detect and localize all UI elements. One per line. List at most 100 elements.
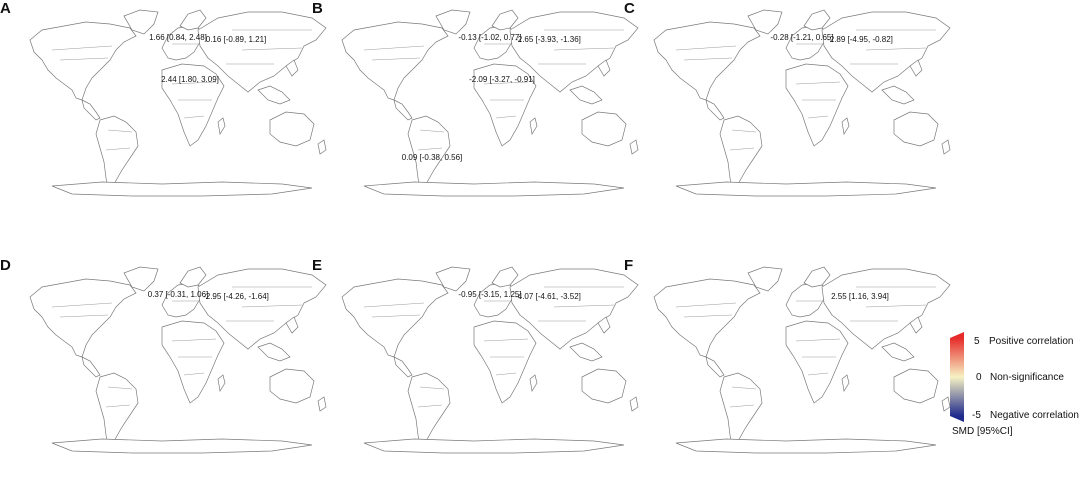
map-panel-e: E -0.95 [-3.15, 1.25] -4.07 [-4.61, -3.52… [312,257,642,467]
panel-letter: A [0,0,11,17]
north-america-shape [29,278,137,358]
europe-shape [785,282,827,318]
antarctica-shape [363,438,625,454]
central-america-shape [393,99,413,121]
country-border [183,372,205,376]
smd-label-asia: 0.16 [-0.89, 1.21] [206,35,267,44]
europe-shape [473,282,515,318]
new-zealand-shape [941,139,951,155]
scandinavia-shape [803,9,831,31]
oceania-shape [581,368,627,404]
africa-shape [785,63,849,147]
europe-shape [161,282,203,318]
country-border [419,129,445,133]
europe-shape [785,25,827,61]
country-border [807,372,829,376]
panel-letter: C [624,0,635,17]
africa-shape [161,63,225,147]
country-border [731,129,757,133]
country-border [371,57,421,61]
oceania-shape [269,111,315,147]
central-america-shape [81,99,101,121]
world-map: 1.66 [0.84, 2.48]0.16 [-0.89, 1.21] 2.44 … [29,9,327,197]
greenland-shape [435,266,471,292]
smd-label-africa: -2.09 [-3.27, -0.91] [469,75,535,84]
map-panel-a: A 1.66 [0.84, 2.48] 0.16 [-0.89, 1.21] 2.4… [0,0,330,210]
north-america-shape [341,278,449,358]
scandinavia-shape [179,9,207,31]
sea-islands-shape [881,316,923,362]
legend-positive-label: Positive correlation [989,336,1074,347]
country-border [59,57,109,61]
country-border [419,386,445,390]
greenland-shape [747,266,783,292]
scandinavia-shape [491,266,519,288]
oceania-shape [581,111,627,147]
oceania-shape [269,368,315,404]
smd-label-south-america: 0.09 [-0.38, 0.56] [402,153,463,162]
panel-letter: D [0,257,11,274]
panel-letter: B [312,0,323,17]
smd-label-europe: -0.13 [-1.02, 0.77] [458,33,521,42]
greenland-shape [123,266,159,292]
north-america-shape [653,21,761,101]
legend-neutral-label: Non-significance [990,372,1064,383]
antarctica-shape [675,438,937,454]
country-border [183,115,205,119]
country-border [795,81,841,85]
smd-label-europe: -0.28 [-1.21, 0.65] [770,33,833,42]
madagascar-shape [529,117,538,135]
country-border [241,304,303,308]
south-america-shape [95,372,139,448]
max-arrow-icon [950,332,964,338]
oceania-shape [893,368,939,404]
country-border [483,338,529,342]
antarctica-shape [51,181,313,197]
scandinavia-shape [179,266,207,288]
scandinavia-shape [803,266,831,288]
madagascar-shape [529,374,538,392]
country-border [51,302,113,308]
smd-label-europe: 0.37 [-0.31, 1.06] [148,290,209,299]
country-border [105,404,131,408]
smd-label-asia: -2.65 [-3.93, -1.36] [515,35,581,44]
world-map: -0.28 [-1.21, 0.65]-2.89 [-4.95, -0.82] [653,9,951,197]
country-border [865,304,927,308]
country-border [495,372,517,376]
north-america-shape [653,278,761,358]
greenland-shape [123,9,159,35]
greenland-shape [747,9,783,35]
north-america-shape [29,21,137,101]
country-border [363,45,425,51]
country-border [59,314,109,318]
color-scale-bar [950,332,964,422]
south-america-shape [95,115,139,191]
country-border [171,81,217,85]
smd-label-europe: 1.66 [0.84, 2.48] [149,33,207,42]
north-america-shape [341,21,449,101]
africa-shape [161,320,225,404]
legend-min-tick: -5 [972,410,981,421]
new-zealand-shape [317,139,327,155]
country-border [171,338,217,342]
new-zealand-shape [941,396,951,412]
country-border [107,386,133,390]
central-america-shape [393,356,413,378]
country-border [553,47,615,51]
map-panel-d: D 0.37 [-0.31, 1.06] -2.95 [-4.26, -1.64] [0,257,330,467]
new-zealand-shape [629,396,639,412]
smd-label-europe: -0.95 [-3.15, 1.25] [458,290,521,299]
smd-label-africa: 2.44 [1.80, 3.09] [161,75,219,84]
madagascar-shape [841,117,850,135]
legend-mid-tick: 0 [976,372,982,383]
legend-title: SMD [95%CI] [952,426,1013,437]
world-map: 0.37 [-0.31, 1.06]-2.95 [-4.26, -1.64] [29,266,327,454]
europe-shape [473,25,515,61]
country-border [729,147,755,151]
south-america-shape [407,115,451,191]
country-border [241,47,303,51]
new-zealand-shape [629,139,639,155]
sea-islands-shape [257,59,299,105]
country-border [495,115,517,119]
sea-islands-shape [569,59,611,105]
